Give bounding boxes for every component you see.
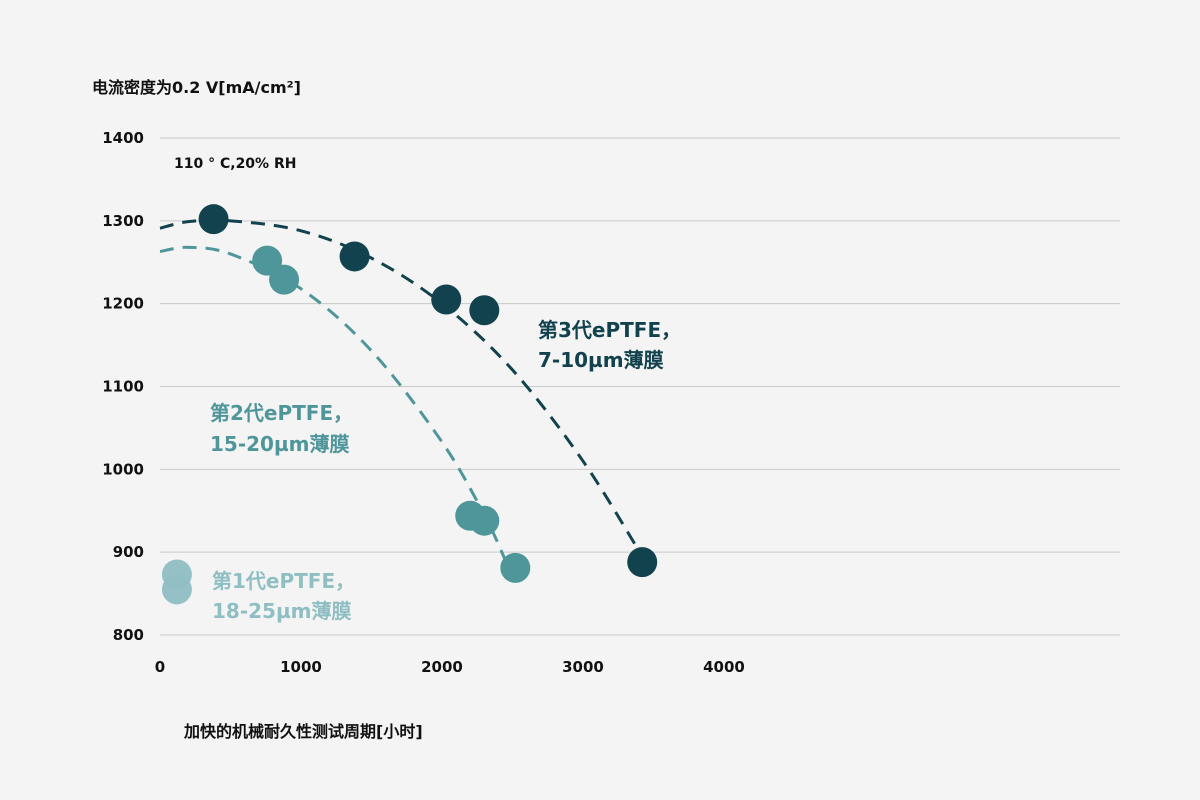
series-label-gen2-line1: 第2代ePTFE， — [210, 401, 353, 425]
point-s0-0 — [198, 204, 229, 235]
y-tick-1000: 1000 — [102, 460, 144, 478]
x-tick-2000: 2000 — [421, 658, 463, 676]
series-label-gen3-line1: 第3代ePTFE， — [538, 318, 681, 342]
series-label-gen1-line2: 18-25µm薄膜 — [212, 599, 352, 623]
trend-line-1 — [159, 245, 507, 562]
x-axis-label: 加快的机械耐久性测试周期[小时] — [183, 722, 423, 741]
point-s1-1 — [269, 264, 300, 295]
x-tick-0: 0 — [155, 658, 165, 676]
x-tick-labels: 0 1000 2000 3000 4000 — [155, 658, 745, 676]
series-label-gen2-line2: 15-20µm薄膜 — [210, 432, 350, 456]
point-s0-4 — [627, 547, 658, 578]
y-tick-900: 900 — [113, 543, 144, 561]
x-tick-4000: 4000 — [703, 658, 745, 676]
y-axis-label: 电流密度为0.2 V[mA/cm²] — [92, 78, 301, 97]
x-tick-3000: 3000 — [562, 658, 604, 676]
y-tick-1200: 1200 — [102, 295, 144, 313]
series-label-gen3-line2: 7-10µm薄膜 — [538, 348, 664, 372]
point-s1-4 — [500, 552, 531, 583]
point-s0-2 — [431, 284, 462, 315]
y-tick-1100: 1100 — [102, 378, 144, 396]
y-tick-labels: 800 900 1000 1100 1200 1300 1400 — [102, 129, 144, 644]
y-tick-800: 800 — [113, 626, 144, 644]
point-s0-3 — [469, 295, 500, 326]
y-tick-1400: 1400 — [102, 129, 144, 147]
x-tick-1000: 1000 — [280, 658, 322, 676]
data-points — [161, 204, 658, 605]
y-tick-1300: 1300 — [102, 212, 144, 230]
point-s2-1 — [161, 574, 192, 605]
point-s0-1 — [339, 241, 370, 272]
condition-annotation: 110 ° C,20% RH — [174, 156, 296, 172]
trend-lines — [159, 218, 644, 562]
series-label-gen1-line1: 第1代ePTFE， — [212, 569, 355, 593]
trend-line-0 — [159, 218, 644, 558]
point-s1-3 — [469, 505, 500, 536]
